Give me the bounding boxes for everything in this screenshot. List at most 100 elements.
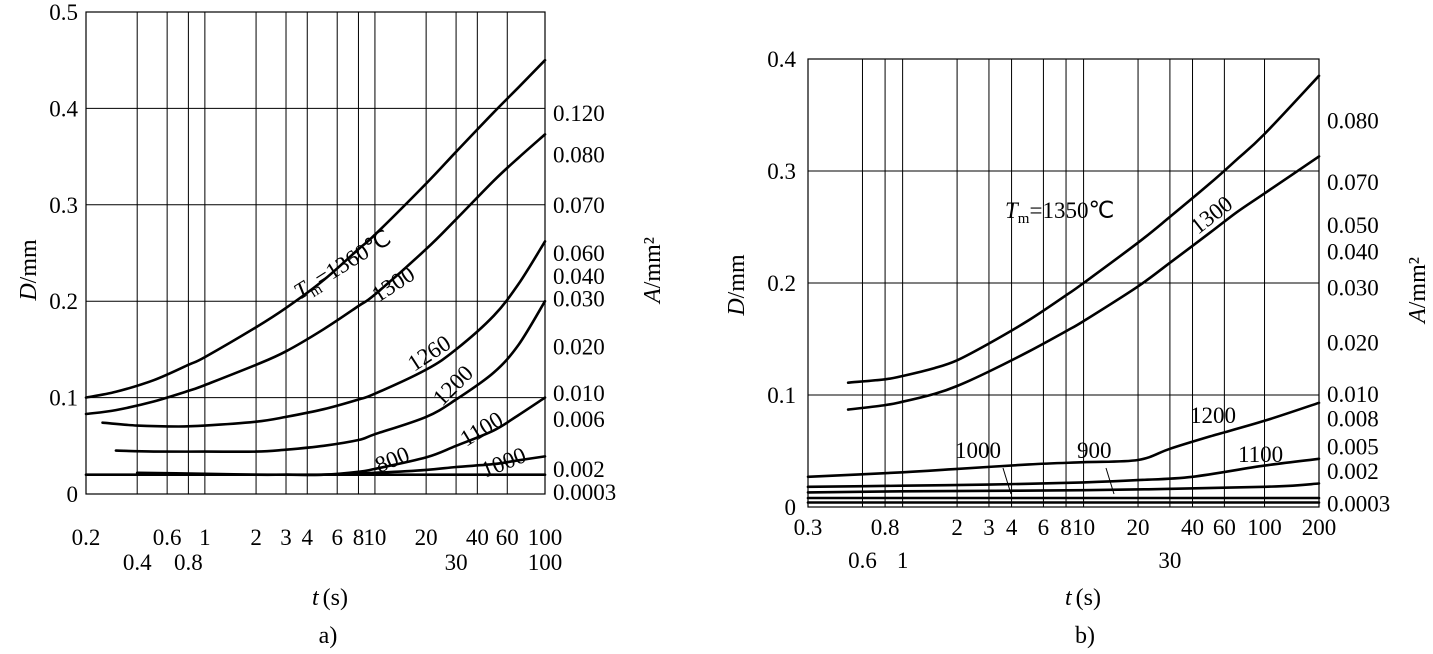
chart-b-curve-1100 [806, 457, 1321, 489]
chart-a-xtick-label-row2: 0.4 [123, 550, 152, 575]
chart-a-yright-tick-label: 0.002 [553, 457, 605, 482]
chart-a-curve-tm-1360 [84, 58, 547, 399]
chart-a-xtick-label: 0.2 [72, 525, 101, 550]
chart-a-curves [84, 58, 547, 477]
chart-b-yright-tick-label: 0.050 [1327, 213, 1379, 238]
chart-b-yright-tick-label: 0.008 [1327, 407, 1379, 432]
chart-b-frame [807, 58, 1320, 508]
chart-b-ylabel-right-unit: /mm² [1405, 257, 1431, 308]
chart-b-ylabel-right: A/mm² [1405, 257, 1431, 325]
chart-b-xtick-label: 100 [1247, 515, 1282, 540]
chart-a-xlabel-var: t [312, 585, 320, 611]
chart-a-frame [85, 11, 546, 495]
chart-b-ylabel-unit: /mm [724, 254, 750, 298]
chart-a-ytick-label: 0.2 [49, 289, 78, 314]
chart-b-caption: b) [1075, 623, 1095, 649]
chart-b-xtick-label-row2: 1 [897, 548, 909, 573]
chart-a-ytick-label: 0 [67, 482, 79, 507]
chart-a-yright-tick-label: 0.080 [553, 143, 605, 168]
chart-a-ylabel-right-unit: /mm² [640, 237, 666, 288]
chart-b-ytick-label: 0.2 [767, 271, 796, 296]
chart-a-xlabel: t (s) [312, 585, 348, 611]
chart-b-ytick-label: 0 [785, 495, 797, 520]
chart-a-ylabel: D/mm [16, 239, 42, 302]
chart-a-xtick-label: 8 [353, 525, 365, 550]
chart-b-ylabel-right-var: A [1405, 308, 1431, 325]
chart-a-xtick-label-row2: 100 [528, 550, 563, 575]
chart-b-yright-tick-label: 0.002 [1327, 459, 1379, 484]
chart-a-ylabel-right: A/mm² [640, 237, 666, 305]
chart-a-xtick-label-row2: 30 [445, 550, 468, 575]
chart-b-xtick-label: 20 [1127, 515, 1150, 540]
chart-b-label-1350-value: =1350℃ [1029, 198, 1114, 223]
chart-a-yright-tick-label: 0.120 [553, 101, 605, 126]
chart-a-ylabel-var: D [16, 283, 42, 301]
chart-a-ticks: 0.2 0.6 1 2 3 4 6 8 10 20 40 60 1000.4 0.8 30 10000.10.… [49, 0, 616, 575]
chart-b-ytick-label: 0.1 [767, 383, 796, 408]
chart-a-xtick-label: 3 [280, 525, 292, 550]
chart-b-label-1100: 1100 [1238, 442, 1283, 467]
chart-a-yright-tick-label: 0.040 [553, 264, 605, 289]
chart-a-xtick-label: 1 [199, 525, 211, 550]
chart-b-curve-1300 [846, 155, 1321, 411]
chart-b-yright-tick-label: 0.0003 [1327, 492, 1390, 517]
chart-a-ytick-label: 0.4 [49, 96, 78, 121]
chart-a-xtick-label: 10 [363, 525, 386, 550]
chart-b-ticks: 0.3 0.8 2 3 4 6 8 10 20 40 60 100 200 0.6 1 30 0 0.1 0.2 0.… [767, 47, 1390, 573]
chart-a-yright-tick-label: 0.030 [553, 286, 605, 311]
chart-b-curve-1000 [806, 482, 1321, 494]
chart-b-label-1000: 1000 [955, 438, 1001, 463]
chart-b-ylabel: D/mm [724, 254, 750, 317]
chart-b-curve-tm-1350 [846, 74, 1321, 384]
chart-a-xtick-label: 60 [496, 525, 519, 550]
chart-b-xlabel-var: t [1065, 585, 1073, 611]
chart-b-label-900: 900 [1077, 438, 1112, 463]
chart-a-yright-tick-label: 0.020 [553, 335, 605, 360]
chart-b-xtick-label-row2: 30 [1158, 548, 1181, 573]
chart-a-yright-tick-label: 0.006 [553, 407, 605, 432]
chart-a-xlabel-unit: (s) [323, 585, 348, 611]
chart-b-xtick-label: 6 [1038, 515, 1050, 540]
chart-a-xtick-label: 2 [250, 525, 262, 550]
chart-b-ylabel-var: D [724, 298, 750, 316]
chart-a-xtick-label: 100 [528, 525, 563, 550]
chart-a-yright-tick-label: 0.0003 [553, 480, 616, 505]
chart-b-xtick-label: 0.8 [871, 515, 900, 540]
chart-a: 0.2 0.6 1 2 3 4 6 8 10 20 40 60 1000.4 0.8 30 10000.10.… [16, 0, 666, 649]
chart-a-curve-1200 [114, 299, 547, 454]
chart-b-ytick-label: 0.4 [767, 47, 796, 72]
chart-b-yright-tick-label: 0.005 [1327, 435, 1379, 460]
chart-a-yright-tick-label: 0.060 [553, 241, 605, 266]
chart-b-ytick-label: 0.3 [767, 159, 796, 184]
chart-a-xtick-label: 0.6 [153, 525, 182, 550]
chart-a-label-1000: 1000 [478, 442, 530, 482]
chart-a-yright-tick-label: 0.070 [553, 193, 605, 218]
chart-a-ytick-label: 0.5 [49, 0, 78, 25]
chart-a-ytick-label: 0.1 [49, 386, 78, 411]
chart-a-xtick-label: 4 [302, 525, 314, 550]
chart-a-caption: a) [319, 623, 338, 649]
chart-a-curve-1260 [101, 240, 547, 428]
chart-a-yright-tick-label: 0.010 [553, 381, 605, 406]
chart-b-yright-tick-label: 0.010 [1327, 382, 1379, 407]
chart-b-xtick-label: 4 [1006, 515, 1018, 540]
chart-b-xlabel: t (s) [1065, 585, 1101, 611]
chart-b-yright-tick-label: 0.070 [1327, 170, 1379, 195]
chart-b-curve-1200 [806, 401, 1321, 479]
chart-a-curve-1100 [135, 396, 547, 477]
chart-b-xtick-label-row2: 0.6 [848, 548, 877, 573]
chart-b-xtick-label: 8 [1060, 515, 1072, 540]
chart-b-xtick-label: 3 [983, 515, 995, 540]
chart-b-label-1200: 1200 [1190, 403, 1236, 428]
chart-b-yright-tick-label: 0.040 [1327, 240, 1379, 265]
chart-a-curve-1000 [284, 455, 547, 477]
chart-a-xtick-label-row2: 0.8 [174, 550, 203, 575]
chart-b-xlabel-unit: (s) [1076, 585, 1101, 611]
chart-b-leader-1000 [1002, 467, 1012, 495]
chart-a-xtick-label: 20 [415, 525, 438, 550]
chart-a-ylabel-unit: /mm [16, 239, 42, 283]
chart-a-label-1200: 1200 [428, 360, 478, 410]
chart-b-xtick-label: 60 [1213, 515, 1236, 540]
chart-b-xtick-label: 40 [1181, 515, 1204, 540]
